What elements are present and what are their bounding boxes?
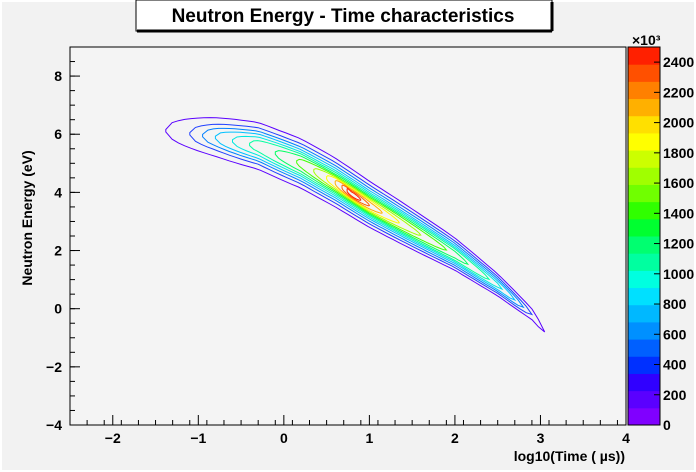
color-scale-swatch xyxy=(628,150,660,168)
color-scale-tick-label: 1400 xyxy=(663,205,694,221)
color-scale-tick-label: 800 xyxy=(663,296,687,312)
color-scale-swatch xyxy=(628,270,660,289)
color-scale-swatch xyxy=(628,304,660,323)
x-tick-label: 1 xyxy=(365,430,373,446)
contour-level xyxy=(326,175,401,224)
color-scale-swatch xyxy=(628,115,660,134)
color-scale-exponent: ×10³ xyxy=(632,32,661,48)
color-scale-swatch xyxy=(628,287,660,306)
contour-level xyxy=(214,131,517,302)
color-scale-tick-label: 2200 xyxy=(663,84,694,100)
color-scale-swatch xyxy=(628,407,660,426)
color-scale-swatch xyxy=(628,47,660,65)
color-scale-tick-label: 2000 xyxy=(663,115,694,131)
contour-level xyxy=(334,180,383,214)
contour-lines xyxy=(165,117,546,333)
color-scale-swatch xyxy=(628,253,660,271)
color-scale-tick-label: 1800 xyxy=(663,145,694,161)
color-scale-tick-label: 1600 xyxy=(663,175,694,191)
color-scale-swatch xyxy=(628,218,660,237)
y-tick-label: −2 xyxy=(46,359,62,375)
color-scale-swatch xyxy=(628,81,660,100)
color-scale: 0 200 400 600 800 1000 1200 1400 1600 1800 2000 220… xyxy=(627,46,694,433)
x-tick-label: −2 xyxy=(105,430,121,446)
x-tick-label: 0 xyxy=(280,430,288,446)
contour-level xyxy=(249,140,491,281)
x-tick-label: 2 xyxy=(451,430,459,446)
color-scale-tick-label: 400 xyxy=(663,357,687,373)
color-scale-swatch xyxy=(628,167,660,185)
color-scale-tick-label: 0 xyxy=(663,417,671,433)
contour-level xyxy=(274,150,470,265)
color-scale-tick-label: 2400 xyxy=(663,54,694,70)
color-scale-swatch xyxy=(628,356,660,374)
contour-level xyxy=(232,135,504,291)
y-tick-label: 2 xyxy=(54,243,62,259)
y-tick-label: 8 xyxy=(54,68,62,84)
contour-level xyxy=(202,127,525,309)
color-scale-tick-label: 1000 xyxy=(663,266,694,282)
color-scale-swatch xyxy=(628,201,660,220)
color-scale-swatch xyxy=(628,98,660,117)
y-axis: −4 −2 0 2 4 6 8 xyxy=(46,46,80,433)
color-scale-swatch xyxy=(628,184,660,203)
color-scale-tick-label: 200 xyxy=(663,387,687,403)
chart-title: Neutron Energy - Time characteristics xyxy=(172,6,515,27)
x-tick-label: 4 xyxy=(622,430,630,446)
x-tick-label: 3 xyxy=(537,430,545,446)
plot-area xyxy=(69,46,627,426)
contour-level xyxy=(341,184,371,207)
color-scale-tick-label: 600 xyxy=(663,326,687,342)
color-scale-swatch xyxy=(628,64,660,82)
color-scale-frame xyxy=(627,46,661,426)
color-scale-swatch xyxy=(628,390,660,409)
contour-level xyxy=(313,168,422,236)
color-scale-swatch xyxy=(628,236,660,254)
x-axis: −2 −1 0 1 2 3 4 xyxy=(69,415,630,446)
y-tick-label: 4 xyxy=(54,184,62,200)
contour-level xyxy=(296,158,448,251)
color-scale-swatch xyxy=(628,339,660,357)
color-scale-swatch xyxy=(628,132,660,151)
y-tick-label: −4 xyxy=(46,417,62,433)
y-tick-label: 0 xyxy=(54,301,62,317)
contour-level xyxy=(165,117,546,333)
color-scale-swatch xyxy=(628,373,660,392)
color-scale-tick-label: 1200 xyxy=(663,236,694,252)
contour-level xyxy=(346,187,362,201)
contour-level xyxy=(189,123,534,316)
x-tick-label: −1 xyxy=(190,430,206,446)
x-axis-label: log10(Time ( µs)) xyxy=(514,448,625,464)
color-scale-swatch xyxy=(628,321,660,340)
y-tick-label: 6 xyxy=(54,126,62,142)
y-axis-label: Neutron Energy (eV) xyxy=(19,150,35,285)
